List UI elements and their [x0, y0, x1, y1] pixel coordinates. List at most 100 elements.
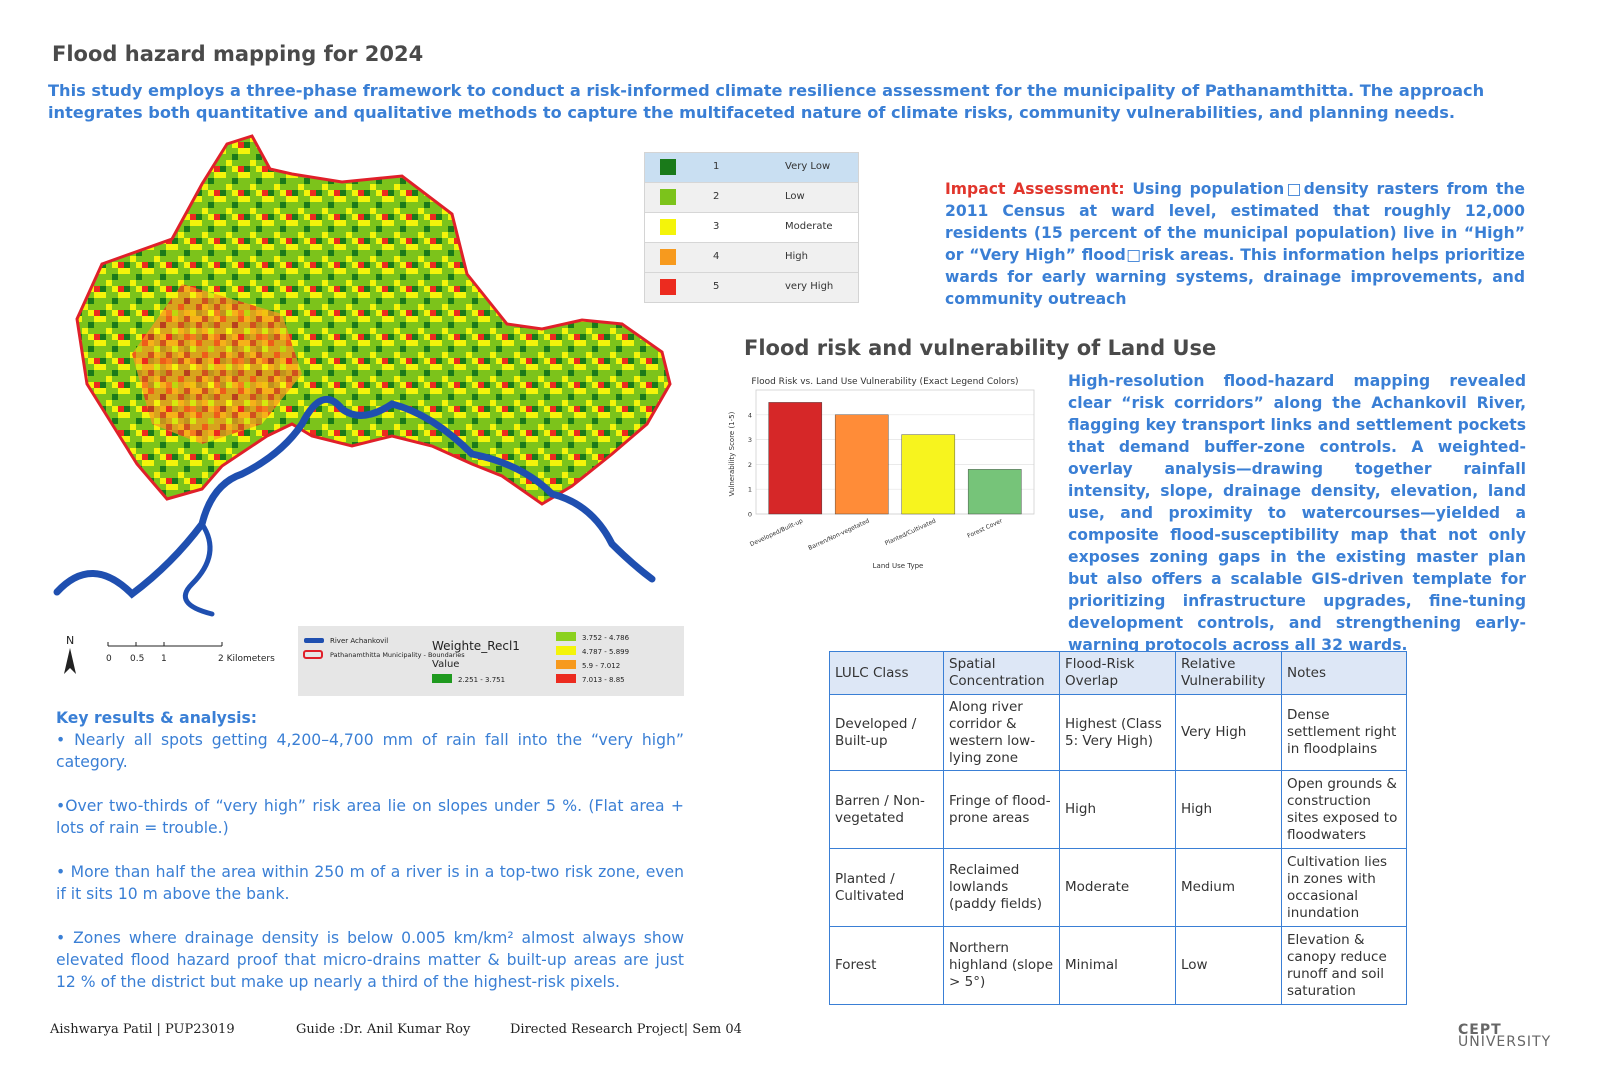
scale-tick: 2 Kilometers	[218, 654, 275, 664]
table-cell: Open grounds & construction sites expose…	[1281, 770, 1407, 849]
map-scale-bar: N 0 0.5 1 2 Kilometers	[60, 634, 290, 680]
key-results-heading: Key results & analysis:	[56, 709, 257, 727]
legend-row: 5 very High	[645, 273, 858, 302]
table-cell: High	[1175, 770, 1282, 849]
key-result-point: • More than half the area within 250 m o…	[56, 863, 684, 903]
range-label: 4.787 - 5.899	[582, 648, 629, 656]
river-achankovil	[53, 396, 656, 599]
table-header-row: LULC Class Spatial Concentration Flood-R…	[829, 651, 1407, 695]
table-cell: Planted / Cultivated	[829, 848, 944, 927]
legend-number: 3	[713, 221, 720, 232]
page-title: Flood hazard mapping for 2024	[52, 42, 424, 66]
section-title-land-use: Flood risk and vulnerability of Land Use	[744, 336, 1217, 360]
chart-y-label: Vulnerability Score (1-5)	[728, 411, 736, 496]
legend-label: High	[785, 251, 808, 262]
footer-author: Aishwarya Patil | PUP23019	[50, 1022, 235, 1037]
table-cell: Dense settlement right in floodplains	[1281, 694, 1407, 771]
legend-number: 5	[713, 281, 720, 292]
legend-boundary-label: Pathanamthitta Municipality - Boundaries	[330, 651, 465, 659]
logo-line-2: UNIVERSITY	[1458, 1034, 1552, 1050]
legend-label: very High	[785, 281, 834, 292]
table-cell: Low	[1175, 926, 1282, 1005]
legend-label: Moderate	[785, 221, 833, 232]
legend-boundary-text: Pathanamthitta Municipality - Boundaries	[330, 651, 465, 659]
boundary-legend-swatch	[303, 650, 323, 659]
chart-title: Flood Risk vs. Land Use Vulnerability (E…	[751, 377, 1018, 387]
chart-x-label: Land Use Type	[873, 562, 924, 570]
legend-number: 1	[713, 161, 720, 172]
intro-paragraph: This study employs a three-phase framewo…	[48, 81, 1485, 122]
key-result-point: •Over two-thirds of “very high” risk are…	[56, 797, 684, 837]
range-label: 5.9 - 7.012	[582, 662, 620, 670]
chart-bar	[768, 402, 823, 515]
legend-swatch	[660, 219, 676, 235]
hazard-mapping-description: High-resolution flood-hazard mapping rev…	[1068, 372, 1526, 654]
legend-swatch	[660, 189, 676, 205]
table-cell: Elevation & canopy reduce runoff and soi…	[1281, 926, 1407, 1005]
table-cell: Developed / Built-up	[829, 694, 944, 771]
high-risk-zone	[132, 284, 302, 444]
key-results: Key results & analysis: • Nearly all spo…	[56, 707, 684, 1015]
table-cell: Northern highland (slope > 5°)	[943, 926, 1060, 1005]
legend-field-name: Weighte_Recl1	[432, 639, 520, 653]
range-label: 3.752 - 4.786	[582, 634, 630, 642]
scale-tick: 1	[161, 654, 167, 664]
scale-tick: 0	[106, 654, 112, 664]
hazard-class-legend: 1 Very Low 2 Low 3 Moderate 4 High 5 ver…	[644, 152, 859, 303]
legend-number: 4	[713, 251, 720, 262]
table-header-cell: Relative Vulnerability	[1175, 651, 1282, 695]
key-result-point: • Nearly all spots getting 4,200–4,700 m…	[56, 731, 684, 771]
table-cell: Cultivation lies in zones with occasiona…	[1281, 848, 1407, 927]
scale-graphic: N 0 0.5 1 2 Kilometers	[64, 634, 275, 674]
chart-y-tick: 0	[748, 511, 752, 519]
table-cell: High	[1059, 770, 1176, 849]
legend-swatch	[660, 249, 676, 265]
legend-swatch	[660, 279, 676, 295]
table-cell: Minimal	[1059, 926, 1176, 1005]
range-label: 7.013 - 8.85	[582, 676, 625, 684]
chart-bar	[967, 469, 1022, 515]
north-arrow-icon	[64, 648, 76, 674]
impact-lead: Impact Assessment:	[945, 180, 1125, 198]
range-label: 2.251 - 3.751	[458, 676, 505, 684]
legend-label: Low	[785, 191, 805, 202]
table-cell: Along river corridor & western low-lying…	[943, 694, 1060, 771]
table-cell: Fringe of flood-prone areas	[943, 770, 1060, 849]
table-cell: Highest (Class 5: Very High)	[1059, 694, 1176, 771]
table-cell: Reclaimed lowlands (paddy fields)	[943, 848, 1060, 927]
table-row: Barren / Non-vegetated Fringe of flood-p…	[829, 770, 1407, 849]
table-cell: Forest	[829, 926, 944, 1005]
table-row: Forest Northern highland (slope > 5°) Mi…	[829, 926, 1407, 1005]
logo-line-1: CEPT	[1458, 1022, 1502, 1038]
land-use-vulnerability-chart: Flood Risk vs. Land Use Vulnerability (E…	[722, 376, 1042, 596]
table-header-cell: Flood-Risk Overlap	[1059, 651, 1176, 695]
chart-bar	[901, 434, 956, 515]
table-cell: Medium	[1175, 848, 1282, 927]
legend-row: 2 Low	[645, 183, 858, 213]
legend-number: 2	[713, 191, 720, 202]
chart-bar	[834, 414, 889, 515]
table-header-cell: LULC Class	[829, 651, 944, 695]
table-header-cell: Notes	[1281, 651, 1407, 695]
table-cell: Very High	[1175, 694, 1282, 771]
legend-value-label: Value	[432, 659, 459, 670]
chart-y-tick: 3	[748, 436, 752, 444]
flood-hazard-map	[53, 134, 672, 617]
range-swatch	[432, 674, 452, 683]
legend-row: 1 Very Low	[645, 153, 858, 183]
table-header-cell: Spatial Concentration	[943, 651, 1060, 695]
map-legend: River Achankovil Pathanamthitta Municipa…	[298, 626, 684, 696]
table-cell: Barren / Non-vegetated	[829, 770, 944, 849]
river-legend-swatch	[304, 638, 324, 643]
chart-y-tick: 2	[748, 461, 752, 469]
range-swatch	[556, 674, 576, 683]
legend-label: Very Low	[785, 161, 831, 172]
scale-tick: 0.5	[130, 654, 144, 664]
legend-river-label: River Achankovil	[330, 637, 388, 645]
footer-guide: Guide :Dr. Anil Kumar Roy	[296, 1022, 471, 1037]
chart-plot-frame	[755, 389, 1035, 515]
map-legend-graphic: River Achankovil Pathanamthitta Municipa…	[303, 632, 630, 684]
chart-y-tick: 1	[748, 486, 752, 494]
chart-y-tick: 4	[748, 411, 752, 419]
table-row: Developed / Built-up Along river corrido…	[829, 694, 1407, 771]
